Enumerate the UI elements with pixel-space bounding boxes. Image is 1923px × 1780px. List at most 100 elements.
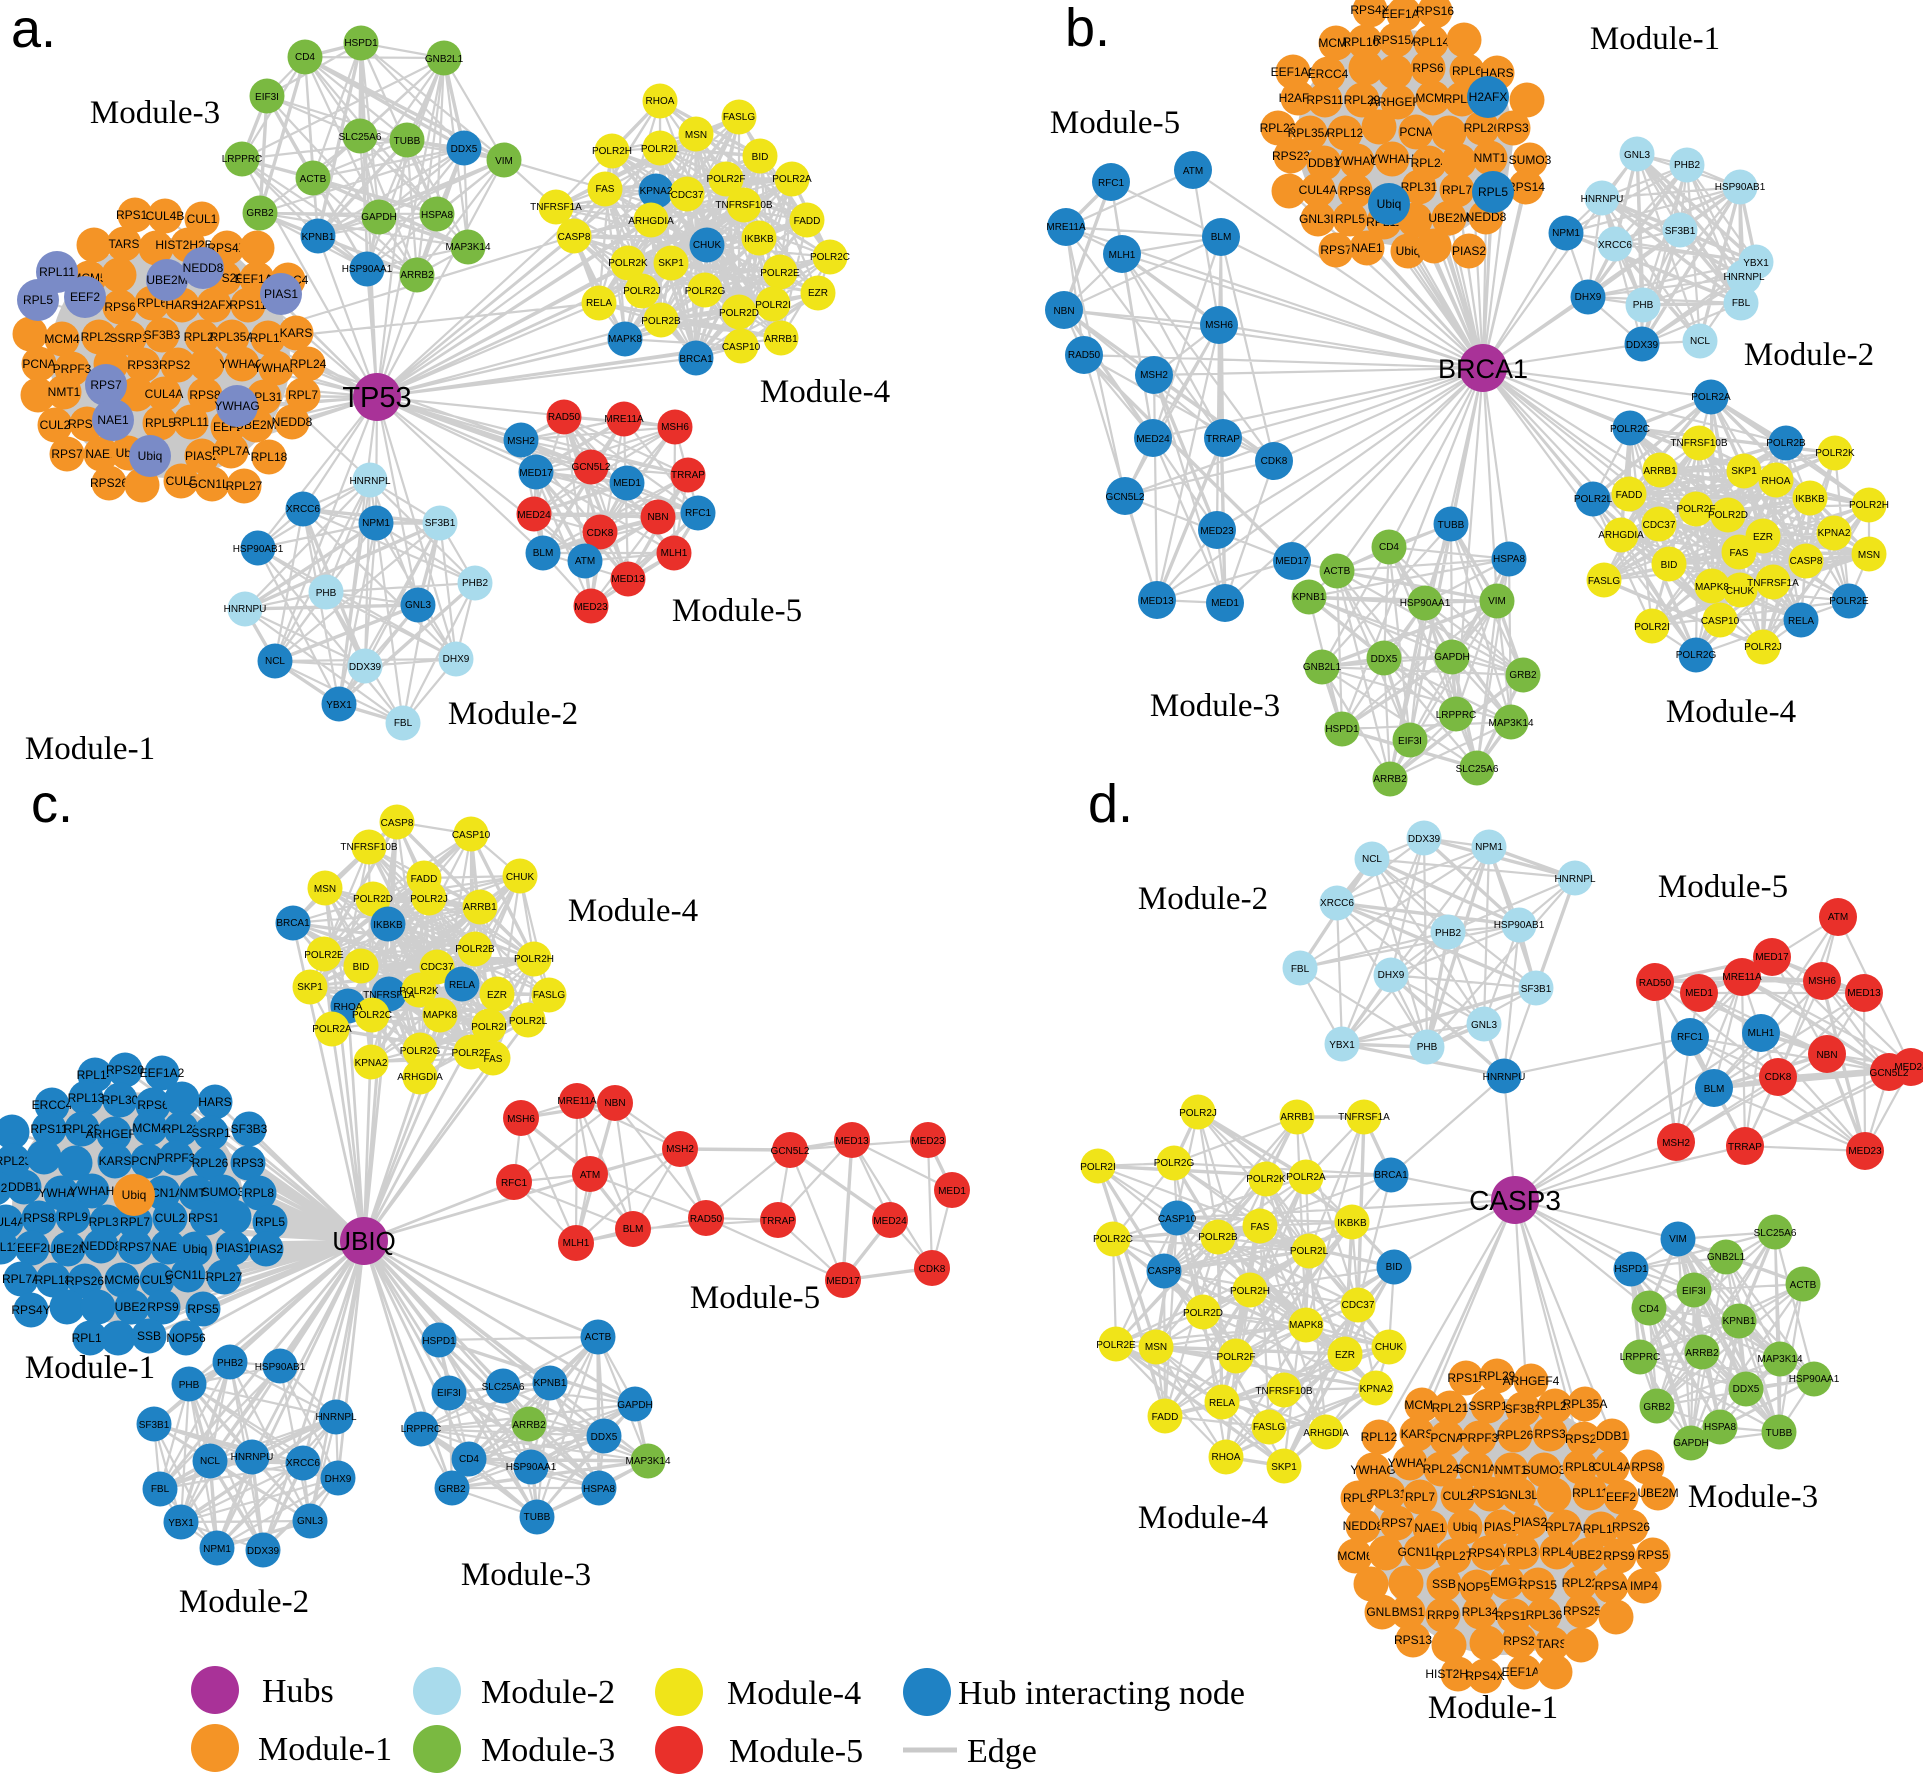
svg-text:RFC1: RFC1	[1677, 1032, 1704, 1043]
svg-text:NMT1: NMT1	[48, 385, 81, 399]
svg-text:POLR2D: POLR2D	[353, 894, 393, 905]
svg-text:MED13: MED13	[1140, 596, 1174, 607]
svg-text:TNFRSF10B: TNFRSF10B	[340, 842, 398, 853]
svg-text:RPL21: RPL21	[81, 330, 118, 344]
svg-text:KARS: KARS	[99, 1154, 132, 1168]
svg-text:POLR2L: POLR2L	[1574, 494, 1613, 505]
svg-text:NPM1: NPM1	[203, 1544, 231, 1555]
svg-text:DHX9: DHX9	[1378, 970, 1405, 981]
svg-text:TRRAP: TRRAP	[1728, 1142, 1762, 1153]
svg-text:NBN: NBN	[1816, 1050, 1837, 1061]
svg-text:CDK8: CDK8	[1765, 1072, 1792, 1083]
svg-text:GCN5L2: GCN5L2	[572, 462, 611, 473]
svg-text:NMT1: NMT1	[180, 1186, 213, 1200]
svg-text:RPL18: RPL18	[35, 1273, 72, 1287]
svg-text:RPS3: RPS3	[232, 1156, 264, 1170]
svg-text:RPL5: RPL5	[255, 1215, 285, 1229]
svg-text:DHX9: DHX9	[1575, 292, 1602, 303]
svg-text:RPL14: RPL14	[77, 1068, 114, 1082]
svg-text:RPS3: RPS3	[127, 358, 159, 372]
svg-text:NMT1: NMT1	[1474, 151, 1507, 165]
svg-text:POLR2A: POLR2A	[772, 174, 812, 185]
svg-text:GRB2: GRB2	[1509, 670, 1537, 681]
svg-text:RAD50: RAD50	[1068, 350, 1101, 361]
svg-text:EEF2: EEF2	[1606, 1490, 1636, 1504]
svg-text:GNL3: GNL3	[1624, 150, 1651, 161]
svg-text:GNL3: GNL3	[1471, 1020, 1498, 1031]
svg-text:RPS8: RPS8	[23, 1211, 55, 1225]
svg-text:DDX5: DDX5	[591, 1432, 618, 1443]
svg-text:FASLG: FASLG	[1588, 576, 1620, 587]
svg-text:CHUK: CHUK	[1726, 586, 1755, 597]
svg-text:ATM: ATM	[575, 556, 595, 567]
svg-text:BLM: BLM	[533, 548, 554, 559]
svg-text:RPS8: RPS8	[189, 388, 221, 402]
svg-text:GNB2L1: GNB2L1	[425, 54, 464, 65]
svg-text:XRCC6: XRCC6	[286, 504, 320, 515]
svg-text:TNFRSF1A: TNFRSF1A	[1747, 578, 1799, 589]
svg-text:ERCC4: ERCC4	[1308, 67, 1349, 81]
svg-text:TRRAP: TRRAP	[1206, 434, 1240, 445]
svg-text:UBE2M: UBE2M	[47, 1242, 88, 1256]
svg-text:POLR2J: POLR2J	[1179, 1108, 1217, 1119]
svg-text:RHOA: RHOA	[1212, 1452, 1241, 1463]
svg-text:ARRB2: ARRB2	[400, 270, 434, 281]
svg-text:Module-2: Module-2	[1138, 881, 1268, 917]
svg-text:RPS13: RPS13	[1394, 1633, 1432, 1647]
svg-text:Module-5: Module-5	[690, 1280, 820, 1316]
svg-text:POLR2L: POLR2L	[509, 1016, 548, 1027]
svg-text:TUBB: TUBB	[394, 136, 421, 147]
svg-text:BID: BID	[353, 962, 370, 973]
svg-text:GNL3L: GNL3L	[1299, 212, 1337, 226]
svg-text:POLR2H: POLR2H	[592, 146, 632, 157]
svg-text:GNL3: GNL3	[405, 600, 432, 611]
svg-text:ATM: ATM	[1183, 166, 1203, 177]
svg-text:H2AFX: H2AFX	[195, 298, 234, 312]
svg-text:HSPD1: HSPD1	[344, 38, 378, 49]
svg-text:RFC1: RFC1	[1098, 178, 1125, 189]
svg-text:YBX1: YBX1	[326, 700, 352, 711]
svg-text:CASP8: CASP8	[1790, 556, 1823, 567]
svg-text:SLC25A6: SLC25A6	[339, 132, 382, 143]
svg-text:ARRB1: ARRB1	[463, 902, 497, 913]
svg-text:ARRB2: ARRB2	[512, 1420, 546, 1431]
svg-text:RPS7: RPS7	[1320, 243, 1352, 257]
svg-text:BLM: BLM	[623, 1224, 644, 1235]
svg-text:EIF3I: EIF3I	[437, 1388, 461, 1399]
svg-text:ACTB: ACTB	[1790, 1280, 1817, 1291]
svg-text:CDC37: CDC37	[1342, 1300, 1375, 1311]
svg-text:SF3B3: SF3B3	[144, 328, 181, 342]
svg-text:ERCC4: ERCC4	[32, 1098, 73, 1112]
svg-text:RPL31: RPL31	[1401, 180, 1438, 194]
svg-text:BLM: BLM	[1704, 1084, 1725, 1095]
svg-text:FAS: FAS	[1730, 548, 1749, 559]
svg-text:Ubiq: Ubiq	[122, 1188, 147, 1202]
svg-text:MSH2: MSH2	[666, 1144, 694, 1155]
svg-text:DDX39: DDX39	[1626, 340, 1659, 351]
svg-text:SSB: SSB	[137, 1329, 161, 1343]
svg-text:Module-2: Module-2	[448, 696, 578, 732]
svg-text:Module-1: Module-1	[1428, 1690, 1558, 1726]
svg-text:GNL2: GNL2	[1366, 1605, 1398, 1619]
svg-text:POLR2B: POLR2B	[1198, 1232, 1238, 1243]
svg-text:HNRNPU: HNRNPU	[224, 604, 267, 615]
svg-text:DDX39: DDX39	[1408, 834, 1441, 845]
svg-text:RPL5: RPL5	[145, 416, 175, 430]
svg-text:MAP3K14: MAP3K14	[1757, 1354, 1802, 1365]
svg-text:LRPPRC: LRPPRC	[1620, 1352, 1661, 1363]
svg-text:KPNB1: KPNB1	[534, 1378, 567, 1389]
svg-text:UBE2M: UBE2M	[146, 273, 187, 287]
svg-text:Module-3: Module-3	[1150, 688, 1280, 724]
svg-text:RPL23: RPL23	[184, 330, 221, 344]
svg-text:RRP9: RRP9	[1427, 1608, 1459, 1622]
svg-text:CASP8: CASP8	[1148, 1266, 1181, 1277]
svg-text:Module-4: Module-4	[760, 374, 890, 410]
svg-text:RPL36: RPL36	[1526, 1608, 1563, 1622]
svg-text:NCL: NCL	[265, 656, 285, 667]
svg-text:POLR2C: POLR2C	[1093, 1234, 1133, 1245]
svg-text:IMP4: IMP4	[1630, 1579, 1658, 1593]
svg-text:RPL14: RPL14	[1413, 35, 1450, 49]
svg-text:BID: BID	[1386, 1262, 1403, 1273]
svg-text:YBX1: YBX1	[168, 1518, 194, 1529]
svg-text:CASP10: CASP10	[722, 342, 761, 353]
